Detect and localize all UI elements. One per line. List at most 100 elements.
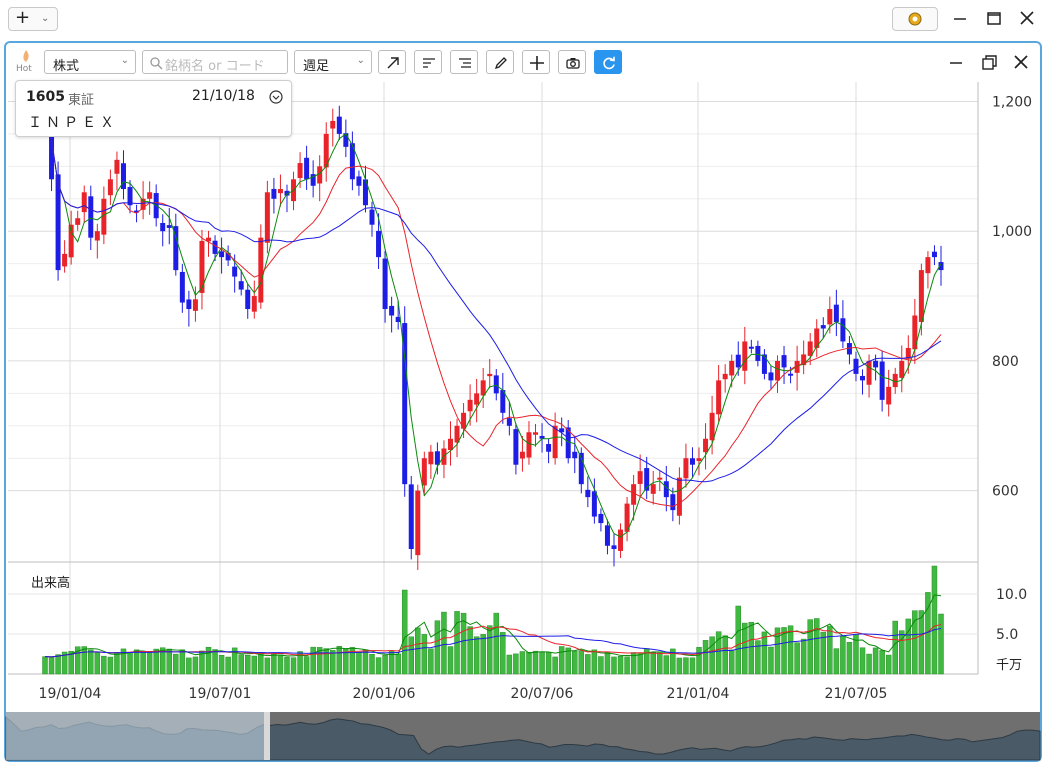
candle-body	[938, 262, 944, 271]
new-window-button[interactable]: + ⌄	[8, 7, 58, 31]
maximize-icon[interactable]	[982, 5, 1008, 31]
exchange-label: 東証	[68, 93, 95, 108]
crosshair-button[interactable]	[522, 50, 550, 74]
volume-bar	[506, 654, 513, 675]
candle-body	[519, 451, 525, 459]
candle-body	[709, 412, 715, 441]
volume-bar	[231, 647, 238, 675]
time-tick-label: 20/07/06	[511, 686, 574, 702]
time-tick-label: 19/01/04	[39, 686, 102, 702]
panel-minimize-icon[interactable]	[946, 52, 966, 72]
candle-body	[552, 425, 558, 459]
candle-body	[114, 159, 120, 174]
stock-search-input[interactable]: 銘柄名 or コード	[142, 50, 288, 74]
candle-body	[506, 418, 512, 426]
candle-body	[487, 373, 493, 377]
market-select[interactable]: 株式 ⌄	[44, 50, 136, 74]
candle-body	[166, 225, 172, 228]
align-left-button[interactable]	[414, 50, 442, 74]
camera-icon	[566, 58, 580, 69]
candle-body	[101, 198, 107, 235]
time-tick-label: 21/07/05	[825, 686, 888, 702]
candle-body	[788, 373, 794, 376]
price-tick-label: 600	[992, 484, 1019, 500]
volume-bar	[787, 625, 794, 675]
volume-bar	[500, 632, 506, 675]
volume-bar	[244, 654, 251, 675]
candle-body	[310, 174, 316, 186]
volume-bar	[127, 652, 133, 675]
candle-body	[447, 438, 453, 451]
volume-bar	[519, 651, 526, 675]
volume-bar	[441, 611, 447, 675]
hot-button[interactable]: Hot	[14, 47, 38, 77]
draw-button[interactable]	[486, 50, 514, 74]
panel-close-icon[interactable]	[1011, 52, 1031, 72]
volume-bar	[663, 655, 670, 675]
candle-body	[774, 360, 780, 381]
volume-bar	[473, 636, 480, 675]
candle-body	[722, 373, 728, 380]
candle-body	[931, 251, 937, 258]
volume-bar	[905, 618, 912, 675]
volume-tick-label: 10.0	[996, 587, 1027, 603]
candle-body	[317, 166, 323, 184]
volume-bar	[918, 610, 925, 675]
ma-short-line	[44, 101, 942, 538]
volume-bar	[179, 649, 186, 675]
candle-body	[604, 525, 610, 546]
volume-bar	[434, 620, 441, 675]
volume-bar	[107, 656, 114, 675]
volume-label: 出来高	[31, 576, 71, 591]
volume-bar	[604, 651, 611, 675]
settings-button[interactable]	[892, 7, 938, 31]
candle-body	[866, 360, 872, 385]
volume-bar	[807, 619, 813, 675]
panel-restore-icon[interactable]	[979, 52, 999, 72]
candle-body	[729, 360, 735, 376]
candle-body	[186, 299, 192, 310]
candle-body	[918, 270, 924, 322]
volume-bar	[761, 631, 768, 675]
candle-body	[735, 354, 741, 368]
candle-body	[297, 163, 303, 178]
chevron-circle-icon[interactable]	[268, 89, 284, 105]
volume-bar	[585, 654, 591, 675]
volume-bar	[74, 646, 81, 675]
candle-body	[467, 399, 473, 412]
candle-body	[755, 345, 761, 361]
volume-bar	[460, 612, 467, 675]
volume-bar	[670, 648, 676, 675]
candle-body	[62, 253, 68, 267]
volume-bar	[408, 636, 414, 675]
volume-bar	[356, 652, 362, 675]
trendline-button[interactable]	[378, 50, 406, 74]
candle-body	[160, 222, 166, 232]
flame-icon	[23, 50, 29, 62]
candle-body	[703, 438, 709, 453]
align-right-button[interactable]	[450, 50, 478, 74]
period-value: 週足	[303, 59, 330, 74]
volume-bar	[238, 654, 244, 675]
volume-bar	[48, 656, 55, 675]
stock-info-box: 1605 東証 21/10/18 ＩＮＰＥＸ	[15, 80, 292, 137]
volume-bar	[447, 646, 454, 675]
period-select[interactable]: 週足 ⌄	[294, 50, 372, 74]
minimize-icon[interactable]	[948, 5, 974, 31]
candle-body	[598, 513, 604, 524]
volume-bar	[316, 647, 323, 675]
close-icon[interactable]	[1014, 5, 1040, 31]
volume-bar	[401, 589, 408, 675]
volume-bar	[186, 657, 192, 675]
candle-body	[349, 143, 355, 180]
candle-body	[912, 315, 918, 350]
volume-bar	[657, 652, 663, 675]
volume-ma-long-line	[44, 627, 942, 658]
volume-bar	[375, 657, 382, 675]
volume-bar	[879, 650, 885, 675]
screenshot-button[interactable]	[558, 50, 586, 74]
refresh-button[interactable]	[594, 50, 622, 74]
candle-body	[127, 187, 133, 206]
candle-body	[362, 179, 368, 206]
